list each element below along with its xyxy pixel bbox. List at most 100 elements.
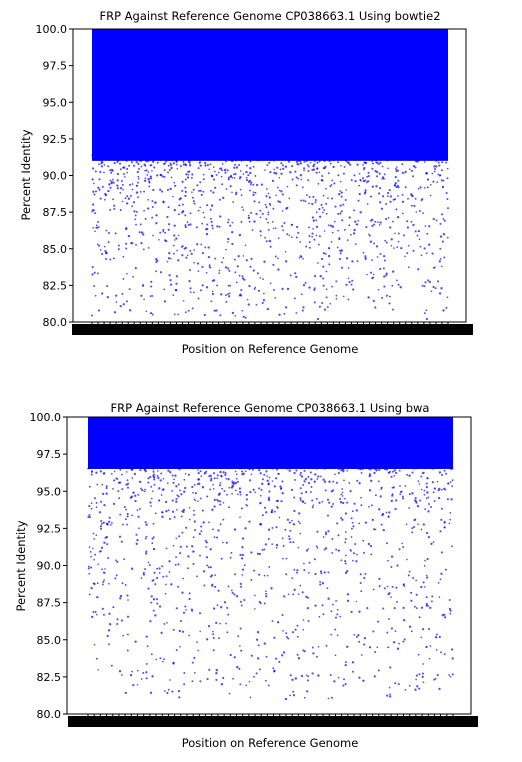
data-point [313,287,316,290]
data-point [424,156,427,159]
data-point [168,571,171,573]
data-point [308,561,311,564]
data-point [110,664,113,667]
data-point [348,224,351,227]
data-point [321,174,324,178]
data-point [258,600,261,604]
data-point [199,680,202,683]
data-point [216,157,219,160]
data-point [358,610,361,613]
data-point [131,188,134,191]
data-point [153,166,156,169]
data-point [104,257,108,261]
data-point [138,154,141,156]
data-point [418,238,421,241]
data-point [369,219,372,222]
data-point [258,573,261,576]
data-point [315,171,318,174]
data-point [125,242,128,245]
data-point [375,153,378,157]
data-point [344,531,347,533]
data-point [263,260,266,263]
scatter-points [87,417,454,701]
data-point [163,658,166,661]
data-point [174,563,177,566]
data-point [239,516,241,519]
data-point [382,267,385,270]
data-point [122,303,125,306]
data-point [173,313,176,316]
data-point [340,493,343,496]
data-point [305,595,308,598]
data-point [428,657,431,660]
data-point [122,255,125,258]
data-point [264,169,266,171]
dense-point-band [92,29,448,161]
data-point [383,587,386,590]
data-point [303,568,306,572]
data-point [132,491,135,494]
data-point [101,185,104,188]
data-point [164,592,167,595]
data-point [95,471,98,474]
data-point [440,551,443,554]
data-point [169,471,172,474]
data-point [201,486,205,489]
data-point [410,169,413,172]
data-point [240,649,243,652]
data-point [387,191,390,195]
data-point [128,466,131,469]
data-point [446,177,449,180]
data-point [173,224,176,227]
data-point [201,252,204,255]
data-point [191,485,194,489]
data-point [293,588,296,591]
data-point [339,252,342,255]
data-point [179,464,182,467]
data-point [391,284,394,287]
data-point [302,257,304,260]
data-point [138,527,140,530]
data-point [101,483,104,486]
data-point [423,565,426,567]
data-point [308,226,310,229]
data-point [239,582,242,586]
data-point [251,468,254,471]
data-point [319,475,322,478]
data-point [214,170,216,173]
data-point [207,164,209,167]
data-point [338,258,342,261]
data-point [372,299,375,303]
data-point [259,234,262,237]
data-point [299,463,302,466]
data-point [278,660,281,664]
data-point [231,176,234,179]
data-point [381,296,384,299]
data-point [140,241,143,245]
data-point [226,462,229,465]
data-point [355,635,358,638]
data-point [375,245,379,248]
data-point [99,159,102,162]
data-point [109,258,112,261]
data-point [302,483,305,486]
data-point [259,501,262,504]
data-point [335,481,338,484]
data-point [296,624,299,627]
data-point [93,271,96,274]
data-point [222,196,225,200]
y-tick-label: 100.0 [30,411,62,424]
data-point [220,169,223,172]
data-point [155,258,158,261]
data-point [381,178,383,180]
data-point [438,471,442,474]
data-point [188,161,191,164]
data-point [398,469,401,472]
data-point [265,158,267,160]
data-point [439,530,442,533]
data-point [187,555,190,558]
data-point [126,523,129,526]
data-point [256,657,260,660]
data-point [392,270,395,273]
data-point [133,154,136,157]
